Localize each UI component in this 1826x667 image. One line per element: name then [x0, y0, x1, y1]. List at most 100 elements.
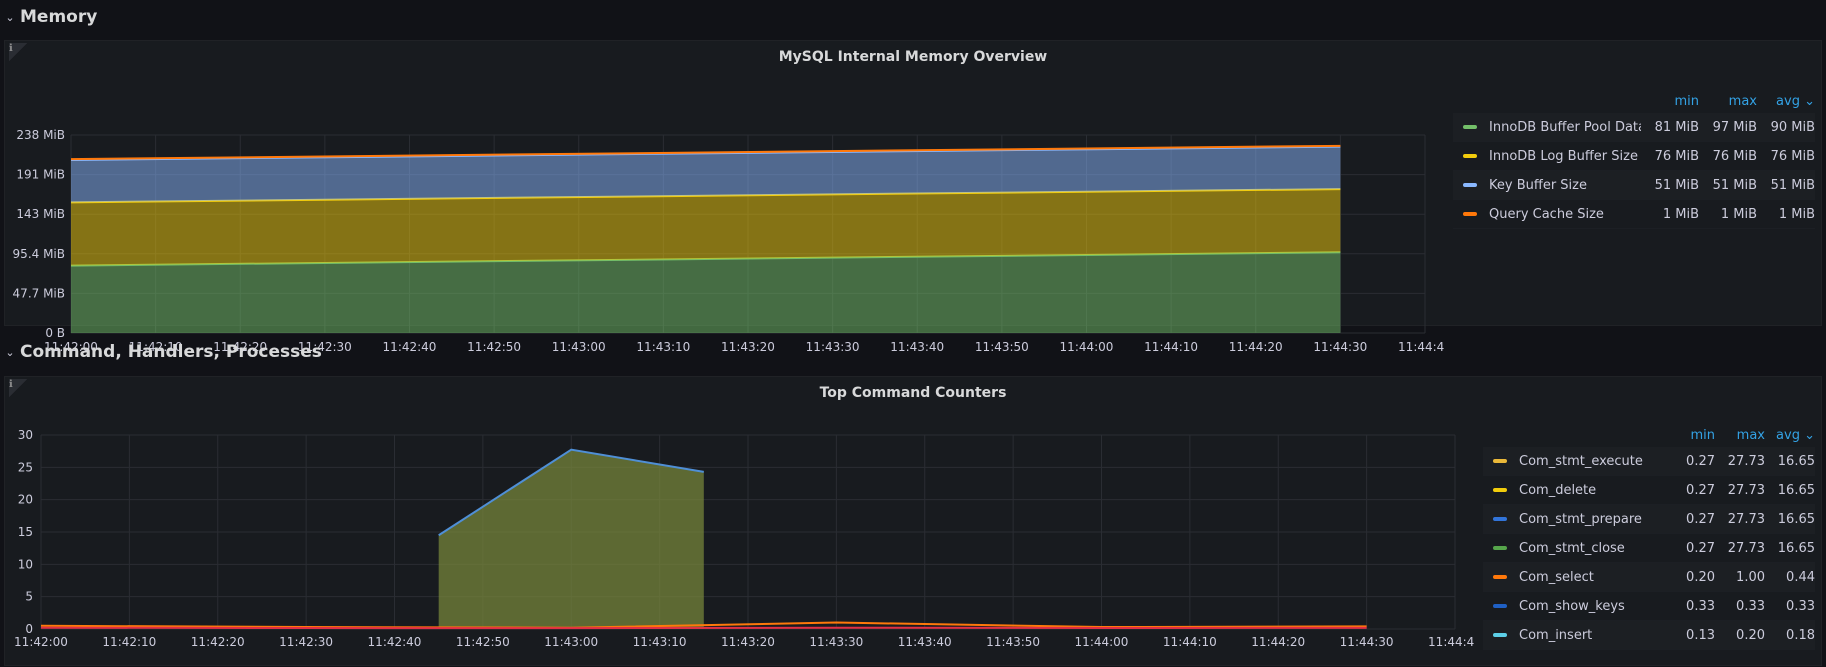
legend-max-value: 27.73: [1715, 512, 1765, 527]
x-tick-label: 11:43:10: [636, 340, 690, 354]
legend-header: min max avg ⌄: [1453, 89, 1815, 113]
legend-avg-value: 0.33: [1765, 599, 1815, 614]
x-tick-label: 11:44:30: [1340, 635, 1394, 649]
legend-header-min[interactable]: min: [1641, 94, 1699, 109]
legend-header-avg[interactable]: avg ⌄: [1757, 94, 1815, 109]
y-tick-label: 47.7 MiB: [13, 286, 65, 300]
panel-title[interactable]: Top Command Counters: [5, 385, 1821, 401]
x-tick-label: 11:43:50: [986, 635, 1040, 649]
row-header-commands[interactable]: ⌄ Command, Handlers, Processes: [0, 335, 322, 369]
legend-header-max[interactable]: max: [1699, 94, 1757, 109]
legend-avg-value: 51 MiB: [1757, 178, 1815, 193]
legend-swatch: [1493, 488, 1507, 492]
legend-swatch: [1493, 604, 1507, 608]
x-tick-label: 11:44:00: [1060, 340, 1114, 354]
legend-avg-value: 0.18: [1765, 628, 1815, 643]
legend-header-min[interactable]: min: [1665, 428, 1715, 443]
x-tick-label: 11:43:50: [975, 340, 1029, 354]
legend-avg-value: 16.65: [1765, 454, 1815, 469]
x-tick-label: 11:42:20: [191, 635, 245, 649]
y-tick-label: 25: [18, 460, 33, 474]
row-header-memory[interactable]: ⌄ Memory: [0, 0, 97, 34]
legend-min-value: 0.27: [1665, 483, 1715, 498]
chevron-down-icon: ⌄: [1804, 94, 1815, 109]
row-title: Command, Handlers, Processes: [20, 342, 322, 362]
legend-min-value: 76 MiB: [1641, 149, 1699, 164]
x-tick-label: 11:43:00: [552, 340, 606, 354]
legend-swatch: [1463, 212, 1477, 216]
legend-avg-value: 16.65: [1765, 512, 1815, 527]
legend-swatch: [1493, 546, 1507, 550]
legend-swatch: [1493, 575, 1507, 579]
legend-min-value: 0.13: [1665, 628, 1715, 643]
legend-series-name: Com_select: [1519, 570, 1665, 585]
legend-max-value: 97 MiB: [1699, 120, 1757, 135]
legend-swatch: [1493, 517, 1507, 521]
x-tick-label: 11:43:00: [544, 635, 598, 649]
legend-min-value: 51 MiB: [1641, 178, 1699, 193]
x-tick-label: 11:42:50: [456, 635, 510, 649]
legend-avg-value: 16.65: [1765, 483, 1815, 498]
legend-series-name: Com_show_keys: [1519, 599, 1665, 614]
y-tick-label: 238 MiB: [16, 128, 65, 142]
legend-max-value: 0.33: [1715, 599, 1765, 614]
legend-max-value: 51 MiB: [1699, 178, 1757, 193]
x-tick-label: 11:43:20: [721, 635, 775, 649]
x-tick-label: 11:42:40: [383, 340, 437, 354]
legend-min-value: 0.20: [1665, 570, 1715, 585]
legend-header-avg[interactable]: avg ⌄: [1765, 428, 1815, 443]
y-tick-label: 20: [18, 493, 33, 507]
panel-title[interactable]: MySQL Internal Memory Overview: [5, 49, 1821, 65]
x-tick-label: 11:44:10: [1144, 340, 1198, 354]
legend-min-value: 0.27: [1665, 512, 1715, 527]
legend-swatch: [1463, 125, 1477, 129]
legend-min-value: 81 MiB: [1641, 120, 1699, 135]
x-tick-label: 11:43:40: [890, 340, 944, 354]
y-tick-label: 0: [25, 622, 33, 636]
legend-max-value: 27.73: [1715, 483, 1765, 498]
x-tick-label: 11:44:40: [1428, 635, 1475, 649]
x-tick-label: 11:42:50: [467, 340, 521, 354]
legend-series-name: Com_stmt_prepare: [1519, 512, 1665, 527]
x-tick-label: 11:42:00: [14, 635, 68, 649]
legend-min-value: 1 MiB: [1641, 207, 1699, 222]
legend-max-value: 76 MiB: [1699, 149, 1757, 164]
y-tick-label: 30: [18, 428, 33, 442]
chevron-down-icon: ⌄: [1804, 428, 1815, 443]
legend-max-value: 27.73: [1715, 454, 1765, 469]
legend-swatch: [1493, 459, 1507, 463]
chevron-down-icon[interactable]: ⌄: [0, 11, 20, 24]
x-tick-label: 11:44:20: [1251, 635, 1305, 649]
legend-series-name: InnoDB Log Buffer Size: [1489, 149, 1641, 164]
chevron-down-icon[interactable]: ⌄: [0, 346, 20, 359]
x-tick-label: 11:42:30: [279, 635, 333, 649]
legend-avg-value: 0.44: [1765, 570, 1815, 585]
legend-header-max[interactable]: max: [1715, 428, 1765, 443]
y-tick-label: 15: [18, 525, 33, 539]
y-tick-label: 191 MiB: [16, 168, 65, 182]
x-tick-label: 11:43:30: [806, 340, 860, 354]
y-tick-label: 143 MiB: [16, 207, 65, 221]
x-tick-label: 11:44:30: [1313, 340, 1367, 354]
legend-avg-value: 90 MiB: [1757, 120, 1815, 135]
legend-max-value: 1.00: [1715, 570, 1765, 585]
area-com_stmt_execute: [439, 450, 704, 629]
legend-avg-value: 1 MiB: [1757, 207, 1815, 222]
